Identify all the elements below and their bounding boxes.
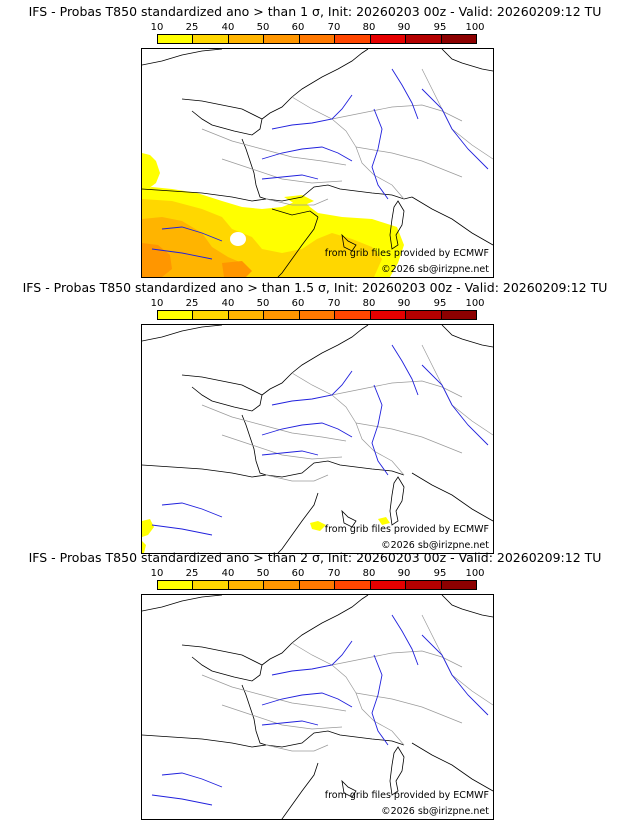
legend-tick: 25	[185, 568, 199, 579]
legend-tick: 60	[291, 568, 305, 579]
legend-swatch	[158, 581, 194, 589]
rivers	[151, 614, 489, 806]
legend-tick: 50	[256, 298, 270, 309]
probability-map: from grib files provided by ECMWF ©2026 …	[141, 594, 494, 820]
data-source-credit: from grib files provided by ECMWF	[324, 524, 489, 535]
legend-ticks: 10 25 40 50 60 70 80 90 95 100	[151, 568, 487, 579]
map-canvas	[142, 595, 493, 819]
legend-swatch	[158, 35, 194, 43]
legend-swatch	[264, 311, 300, 319]
legend-tick: 90	[397, 22, 411, 33]
country-borders	[201, 68, 493, 206]
legend-tick: 50	[256, 22, 270, 33]
legend-swatch	[441, 311, 476, 319]
legend-swatch	[441, 581, 476, 589]
legend-tick: 40	[221, 22, 235, 33]
data-source-credit: from grib files provided by ECMWF	[324, 248, 489, 259]
probability-gap	[230, 232, 246, 246]
legend-swatch	[441, 35, 476, 43]
legend-tick: 100	[465, 22, 485, 33]
legend-swatch	[335, 35, 371, 43]
probability-map: from grib files provided by ECMWF ©2026 …	[141, 48, 494, 278]
probability-area	[378, 517, 390, 525]
legend-tick: 10	[150, 22, 164, 33]
legend-swatch	[370, 35, 407, 43]
legend-tick: 70	[327, 568, 341, 579]
map-canvas	[142, 325, 493, 553]
coastlines	[142, 49, 493, 277]
legend-colorbar	[157, 580, 477, 590]
legend-swatch	[228, 35, 265, 43]
legend-swatch	[158, 311, 194, 319]
legend-swatch	[193, 311, 229, 319]
legend-tick: 40	[221, 298, 235, 309]
probability-area	[310, 521, 326, 531]
legend-tick: 95	[433, 568, 447, 579]
panel-1: IFS - Probas T850 standardized ano > tha…	[0, 0, 630, 278]
legend-swatch	[264, 35, 300, 43]
legend-tick: 25	[185, 298, 199, 309]
legend-colorbar	[157, 34, 477, 44]
copyright-credit: ©2026 sb@irizpne.net	[381, 806, 489, 817]
probability-area	[284, 195, 314, 207]
legend-swatch	[228, 581, 265, 589]
legend-tick: 100	[465, 298, 485, 309]
probability-map: from grib files provided by ECMWF ©2026 …	[141, 324, 494, 554]
legend-swatch	[335, 581, 371, 589]
legend-tick: 10	[150, 298, 164, 309]
legend-tick: 90	[397, 298, 411, 309]
legend-swatch	[406, 581, 442, 589]
legend-tick: 80	[362, 568, 376, 579]
legend-tick: 10	[150, 568, 164, 579]
probability-area	[142, 519, 154, 537]
panel-title: IFS - Probas T850 standardized ano > tha…	[28, 4, 602, 19]
legend-swatch	[299, 35, 336, 43]
legend-tick: 40	[221, 568, 235, 579]
probability-area	[142, 541, 146, 553]
legend-swatch	[193, 581, 229, 589]
legend-tick: 80	[362, 22, 376, 33]
legend-tick: 70	[327, 22, 341, 33]
legend-ticks: 10 25 40 50 60 70 80 90 95 100	[151, 22, 487, 33]
panel-title: IFS - Probas T850 standardized ano > tha…	[28, 550, 602, 565]
country-borders	[201, 614, 493, 752]
probability-area	[142, 243, 172, 277]
panel-3: IFS - Probas T850 standardized ano > tha…	[0, 546, 630, 822]
country-borders	[201, 344, 493, 482]
legend-swatch	[335, 311, 371, 319]
legend-tick: 100	[465, 568, 485, 579]
legend-swatch	[264, 581, 300, 589]
probability-area	[142, 153, 160, 189]
legend-tick: 80	[362, 298, 376, 309]
legend-tick: 70	[327, 298, 341, 309]
legend-swatch	[193, 35, 229, 43]
legend-tick: 60	[291, 298, 305, 309]
coastlines	[142, 325, 493, 553]
copyright-credit: ©2026 sb@irizpne.net	[381, 264, 489, 275]
legend-swatch	[406, 35, 442, 43]
data-source-credit: from grib files provided by ECMWF	[324, 790, 489, 801]
legend-swatch	[370, 581, 407, 589]
copyright-credit: ©2026 sb@irizpne.net	[381, 540, 489, 551]
legend-swatch	[370, 311, 407, 319]
legend-tick: 25	[185, 22, 199, 33]
legend-tick: 95	[433, 298, 447, 309]
legend-tick: 50	[256, 568, 270, 579]
legend-swatch	[228, 311, 265, 319]
panel-2: IFS - Probas T850 standardized ano > tha…	[0, 276, 630, 554]
panel-title: IFS - Probas T850 standardized ano > tha…	[22, 280, 608, 295]
legend-swatch	[299, 581, 336, 589]
legend-ticks: 10 25 40 50 60 70 80 90 95 100	[151, 298, 487, 309]
map-canvas	[142, 49, 493, 277]
probability-area	[222, 261, 252, 277]
legend-tick: 60	[291, 22, 305, 33]
legend-tick: 95	[433, 22, 447, 33]
legend-tick: 90	[397, 568, 411, 579]
legend-swatch	[406, 311, 442, 319]
rivers	[151, 344, 489, 536]
coastlines	[142, 595, 493, 819]
rivers	[151, 68, 489, 260]
legend-colorbar	[157, 310, 477, 320]
legend-swatch	[299, 311, 336, 319]
